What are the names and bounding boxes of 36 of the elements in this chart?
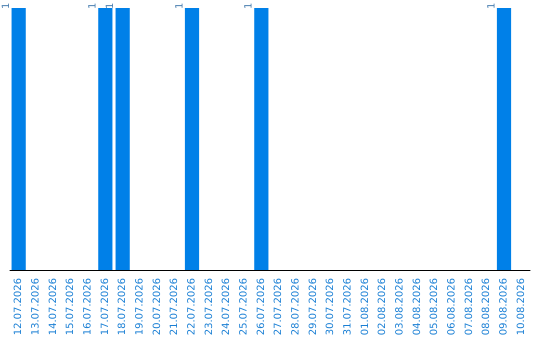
x-tick-label: 13.07.2026	[30, 278, 42, 336]
x-tick-label: 09.08.2026	[498, 278, 510, 336]
x-tick-label: 02.08.2026	[377, 278, 388, 336]
x-tick-label: 29.07.2026	[308, 278, 319, 336]
x-tick-label: 31.07.2026	[342, 278, 354, 336]
x-tick-label: 03.08.2026	[394, 278, 406, 336]
x-tick-label: 30.07.2026	[325, 278, 336, 336]
data-label: 1	[88, 2, 99, 9]
data-label: 1	[486, 2, 498, 9]
x-tick-label: 24.07.2026	[221, 278, 232, 336]
x-tick-label: 16.07.2026	[82, 278, 94, 336]
x-tick-label: 28.07.2026	[290, 278, 302, 336]
x-tick-label: 07.08.2026	[464, 278, 475, 336]
data-label: 1	[244, 2, 255, 9]
x-tick-label: 01.08.2026	[360, 278, 371, 336]
x-tick-label: 05.08.2026	[429, 278, 440, 336]
data-label: 1	[174, 2, 186, 9]
x-tick-label: 18.07.2026	[117, 278, 128, 336]
x-tick-label: 20.07.2026	[152, 278, 163, 336]
x-tick-label: 04.08.2026	[412, 278, 423, 336]
data-label: 1	[105, 2, 116, 9]
x-tick-label: 10.08.2026	[516, 278, 527, 336]
x-tick-label: 25.07.2026	[238, 278, 250, 336]
x-tick-label: 15.07.2026	[65, 278, 76, 336]
x-tick-label: 26.07.2026	[256, 278, 267, 336]
x-tick-label: 06.08.2026	[446, 278, 458, 336]
x-tick-label: 22.07.2026	[186, 278, 198, 336]
x-tick-label: 19.07.2026	[134, 278, 146, 336]
data-label: 1	[1, 2, 12, 9]
x-tick-label: 17.07.2026	[100, 278, 111, 336]
x-tick-label: 21.07.2026	[169, 278, 180, 336]
x-tick-label: 23.07.2026	[204, 278, 215, 336]
x-tick-label: 08.08.2026	[481, 278, 492, 336]
x-tick-label: 12.07.2026	[13, 278, 24, 336]
x-tick-label: 14.07.2026	[48, 278, 59, 336]
x-tick-label: 27.07.2026	[273, 278, 284, 336]
